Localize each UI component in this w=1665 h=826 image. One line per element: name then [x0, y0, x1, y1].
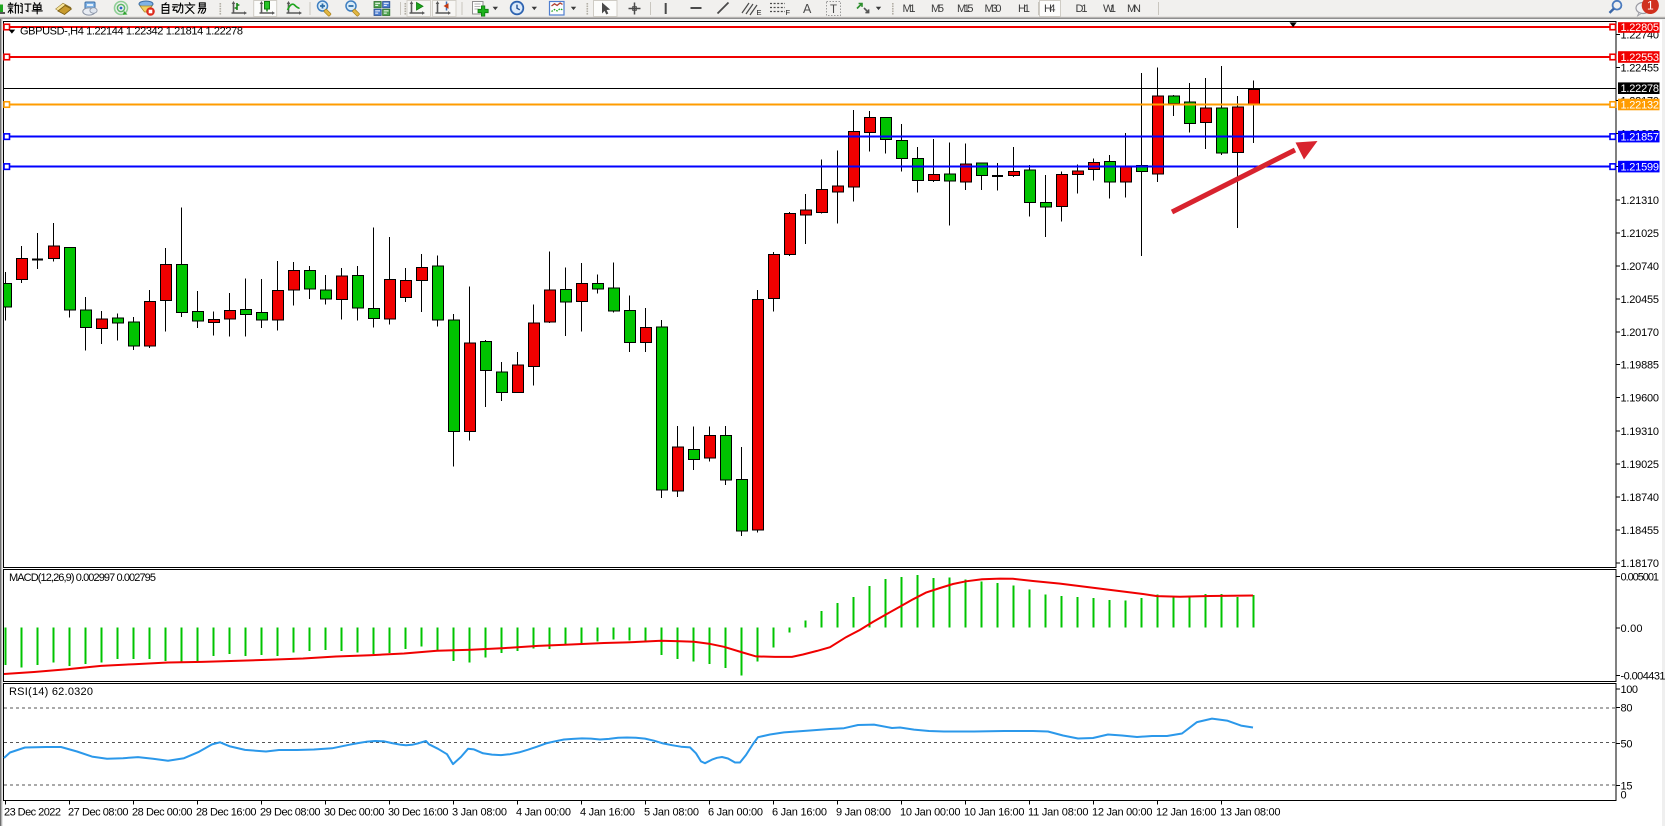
- svg-text:6 Jan 16:00: 6 Jan 16:00: [772, 807, 827, 819]
- svg-text:10 Jan 16:00: 10 Jan 16:00: [964, 807, 1025, 819]
- svg-text:D1: D1: [1076, 3, 1088, 15]
- svg-text:F: F: [786, 8, 791, 17]
- svg-text:M15: M15: [957, 3, 974, 15]
- svg-text:10 Jan 00:00: 10 Jan 00:00: [900, 807, 961, 819]
- svg-text:-0.004431: -0.004431: [1621, 671, 1665, 683]
- svg-text:9 Jan 08:00: 9 Jan 08:00: [836, 807, 891, 819]
- svg-text:27 Dec 08:00: 27 Dec 08:00: [68, 807, 129, 819]
- svg-text:MN: MN: [1127, 3, 1141, 15]
- svg-text:1.20455: 1.20455: [1621, 294, 1660, 306]
- svg-text:1.20740: 1.20740: [1621, 261, 1660, 273]
- svg-text:A: A: [803, 2, 812, 16]
- svg-text:6 Jan 00:00: 6 Jan 00:00: [708, 807, 763, 819]
- svg-text:29 Dec 08:00: 29 Dec 08:00: [260, 807, 321, 819]
- svg-text:M5: M5: [931, 3, 944, 15]
- svg-text:H4: H4: [1044, 3, 1056, 15]
- svg-text:1.19310: 1.19310: [1621, 426, 1660, 438]
- svg-text:0: 0: [1621, 790, 1627, 802]
- svg-text:MACD(12,26,9) 0.002997 0.00279: MACD(12,26,9) 0.002997 0.002795: [9, 572, 156, 584]
- svg-text:1.19885: 1.19885: [1621, 360, 1660, 372]
- svg-text:1.21599: 1.21599: [1621, 162, 1660, 174]
- svg-text:100: 100: [1621, 684, 1639, 696]
- svg-text:0.005001: 0.005001: [1621, 571, 1660, 583]
- svg-text:1.20170: 1.20170: [1621, 327, 1660, 339]
- svg-text:13 Jan 08:00: 13 Jan 08:00: [1220, 807, 1281, 819]
- svg-text:1.18740: 1.18740: [1621, 492, 1660, 504]
- svg-text:1.22278: 1.22278: [1621, 83, 1660, 95]
- svg-text:3 Jan 08:00: 3 Jan 08:00: [452, 807, 507, 819]
- svg-text:M1: M1: [903, 3, 916, 15]
- svg-text:W1: W1: [1103, 3, 1116, 15]
- svg-text:28 Dec 16:00: 28 Dec 16:00: [196, 807, 257, 819]
- svg-text:12 Jan 16:00: 12 Jan 16:00: [1156, 807, 1217, 819]
- svg-text:1.19025: 1.19025: [1621, 459, 1660, 471]
- svg-text:1.21857: 1.21857: [1621, 132, 1660, 144]
- svg-text:23 Dec 2022: 23 Dec 2022: [4, 807, 61, 819]
- svg-text:1.22805: 1.22805: [1621, 22, 1660, 34]
- svg-text:80: 80: [1621, 703, 1633, 715]
- svg-text:1.21025: 1.21025: [1621, 228, 1660, 240]
- svg-text:5 Jan 08:00: 5 Jan 08:00: [644, 807, 699, 819]
- svg-text:1: 1: [1647, 0, 1654, 13]
- svg-text:28 Dec 00:00: 28 Dec 00:00: [132, 807, 193, 819]
- svg-text:12 Jan 00:00: 12 Jan 00:00: [1092, 807, 1153, 819]
- svg-text:1.21310: 1.21310: [1621, 195, 1660, 207]
- svg-text:15: 15: [1621, 780, 1633, 792]
- svg-text:1.22553: 1.22553: [1621, 52, 1660, 64]
- svg-text:1.22455: 1.22455: [1621, 63, 1660, 75]
- svg-text:M30: M30: [985, 3, 1002, 15]
- svg-text:T: T: [830, 4, 837, 16]
- svg-text:4 Jan 16:00: 4 Jan 16:00: [580, 807, 635, 819]
- svg-text:1.18170: 1.18170: [1621, 558, 1660, 570]
- svg-text:H1: H1: [1018, 3, 1030, 15]
- svg-text:4 Jan 00:00: 4 Jan 00:00: [516, 807, 571, 819]
- svg-text:11 Jan 08:00: 11 Jan 08:00: [1028, 807, 1089, 819]
- svg-text:GBPUSD-,H4 1.22144 1.22342 1.: GBPUSD-,H4 1.22144 1.22342 1.21814 1.222…: [20, 26, 243, 38]
- svg-text:1.22132: 1.22132: [1621, 100, 1660, 112]
- svg-text:50: 50: [1621, 739, 1633, 751]
- svg-text:30 Dec 16:00: 30 Dec 16:00: [388, 807, 449, 819]
- svg-text:RSI(14) 62.0320: RSI(14) 62.0320: [9, 686, 93, 698]
- svg-text:1.18455: 1.18455: [1621, 525, 1660, 537]
- svg-text:1.19600: 1.19600: [1621, 393, 1660, 405]
- svg-text:0.00: 0.00: [1621, 623, 1643, 635]
- svg-text:E: E: [757, 8, 762, 17]
- svg-text:30 Dec 00:00: 30 Dec 00:00: [324, 807, 385, 819]
